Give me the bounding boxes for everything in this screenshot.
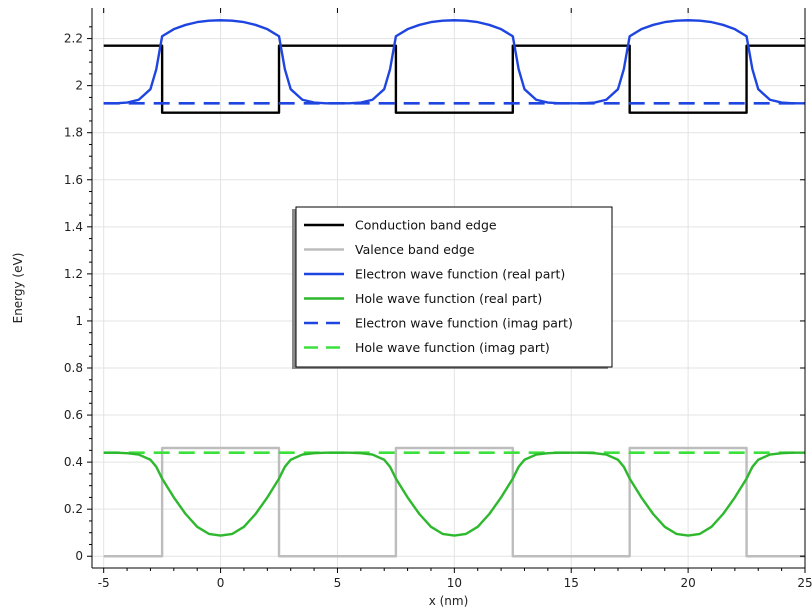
y-tick-label: 1	[75, 314, 83, 328]
x-tick-label: 5	[334, 576, 342, 590]
y-tick-label: 0.4	[64, 455, 83, 469]
series-conduction-band-edge	[103, 44, 805, 114]
legend-entry-label: Electron wave function (real part)	[355, 267, 565, 282]
x-tick-label: 15	[564, 576, 579, 590]
x-tick-label: 0	[217, 576, 225, 590]
y-tick-label: 0.8	[64, 361, 83, 375]
series-curves	[103, 19, 805, 558]
y-tick-label: 0	[75, 549, 83, 563]
x-axis-label: x (nm)	[429, 594, 469, 608]
y-tick-label: 1.4	[64, 220, 83, 234]
y-axis-ticks: 0 0.2 0.4 0.6 0.8 1 1.2 1.4 1.6 1.8 2 2.2	[64, 26, 805, 563]
x-tick-label: -5	[98, 576, 110, 590]
legend-entry-label: Electron wave function (imag part)	[355, 316, 573, 331]
y-axis-label: Energy (eV)	[11, 253, 25, 324]
series-electron-wave-function-real-part	[103, 19, 805, 105]
legend: Conduction band edge Valence band edge Ele…	[292, 206, 613, 369]
y-tick-label: 2	[75, 79, 83, 93]
x-tick-label: 25	[797, 576, 812, 590]
legend-entry-label: Hole wave function (imag part)	[355, 340, 550, 355]
y-tick-label: 2.2	[64, 32, 83, 46]
x-tick-label: 20	[680, 576, 695, 590]
legend-box	[295, 206, 613, 368]
y-tick-label: 1.2	[64, 267, 83, 281]
axes	[91, 8, 806, 569]
y-tick-label: 1.6	[64, 173, 83, 187]
series-hole-wave-function-real-part	[103, 451, 805, 537]
y-tick-label: 0.6	[64, 408, 83, 422]
legend-entry-label: Valence band edge	[355, 242, 475, 257]
x-axis-ticks: -5 0 5 10 15 20 25	[98, 8, 812, 590]
y-tick-label: 1.8	[64, 126, 83, 140]
legend-entry-label: Hole wave function (real part)	[355, 291, 542, 306]
y-tick-label: 0.2	[64, 502, 83, 516]
legend-entry-label: Conduction band edge	[355, 218, 497, 233]
series-valence-band-edge	[103, 446, 805, 558]
x-tick-label: 10	[447, 576, 462, 590]
